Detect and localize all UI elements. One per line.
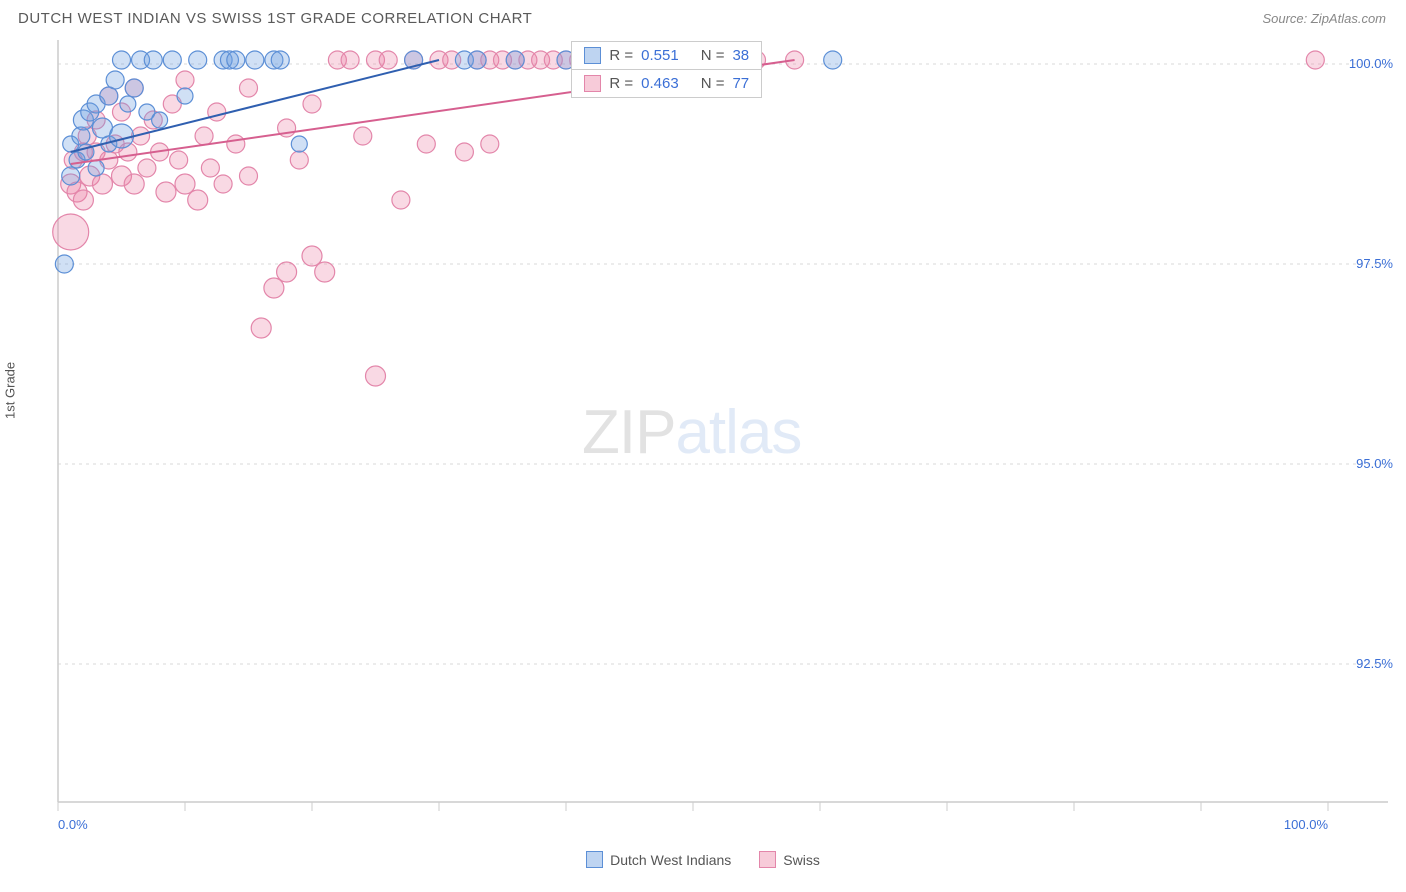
y-axis-label: 1st Grade	[3, 362, 18, 419]
legend: Dutch West Indians Swiss	[0, 851, 1406, 868]
svg-text:0.0%: 0.0%	[58, 817, 88, 832]
legend-item: Dutch West Indians	[586, 851, 731, 868]
legend-swatch	[586, 851, 603, 868]
svg-text:100.0%: 100.0%	[1284, 817, 1329, 832]
legend-item: Swiss	[759, 851, 820, 868]
svg-text:100.0%: 100.0%	[1349, 56, 1394, 71]
svg-text:95.0%: 95.0%	[1356, 456, 1393, 471]
chart-title: DUTCH WEST INDIAN VS SWISS 1ST GRADE COR…	[18, 10, 532, 27]
r-label: R =	[609, 47, 633, 64]
svg-text:92.5%: 92.5%	[1356, 656, 1393, 671]
stats-row: R = 0.551 N = 38	[572, 42, 761, 69]
r-value: 0.463	[641, 75, 679, 92]
stats-row: R = 0.463 N = 77	[572, 69, 761, 97]
n-value: 77	[732, 75, 749, 92]
r-label: R =	[609, 75, 633, 92]
legend-label: Swiss	[783, 852, 820, 868]
legend-label: Dutch West Indians	[610, 852, 731, 868]
chart-container: 1st Grade 92.5%95.0%97.5%100.0%0.0%100.0…	[18, 35, 1388, 845]
correlation-stats-box: R = 0.551 N = 38 R = 0.463 N = 77	[571, 41, 762, 98]
n-value: 38	[732, 47, 749, 64]
source-credit: Source: ZipAtlas.com	[1262, 11, 1386, 26]
n-label: N =	[701, 75, 725, 92]
svg-text:97.5%: 97.5%	[1356, 256, 1393, 271]
n-label: N =	[701, 47, 725, 64]
scatter-chart: 92.5% 95.0% 97.5% 100.0% 0.0% 100.0%	[38, 35, 1406, 845]
legend-swatch	[759, 851, 776, 868]
series-swatch	[584, 47, 601, 64]
r-value: 0.551	[641, 47, 679, 64]
series-swatch	[584, 75, 601, 92]
